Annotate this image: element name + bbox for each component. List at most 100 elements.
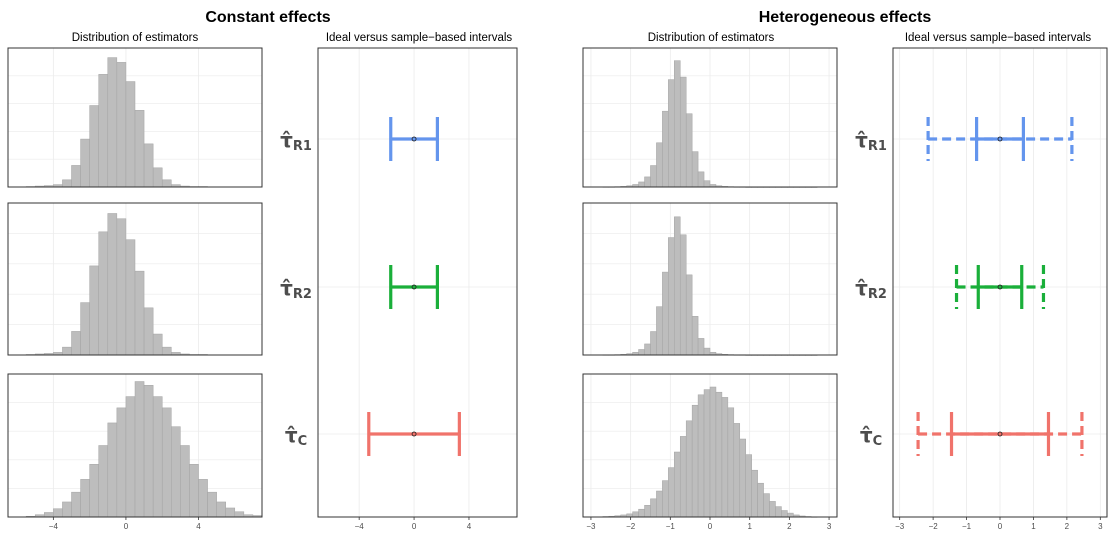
histogram-bar [674, 60, 681, 188]
center-point [411, 136, 417, 142]
estimator-label: τ̂R2 [855, 276, 887, 302]
histogram-bar [80, 302, 90, 356]
histogram-bar [691, 404, 699, 518]
histogram-bar [703, 347, 711, 356]
histogram-bar [152, 167, 163, 188]
histogram-bar [662, 480, 669, 518]
histogram-panel-border [582, 47, 838, 188]
hist-subtitle-constant: Distribution of estimators [72, 32, 199, 44]
interval-panel-border [317, 47, 518, 518]
histogram-bar [668, 467, 675, 518]
histogram-bar [769, 501, 776, 518]
histogram-bar [656, 306, 663, 356]
histogram-panel-border [7, 202, 263, 356]
histogram-bar [71, 165, 81, 188]
x-tick-label: 1 [1031, 522, 1036, 531]
x-tick-label: 3 [1098, 522, 1103, 531]
histogram-bar [152, 396, 163, 518]
histogram-bar [751, 469, 758, 518]
estimator-label: τ̂R1 [280, 128, 312, 154]
histogram-bar [161, 346, 172, 356]
histogram-bar [709, 386, 717, 518]
x-tick-label: −3 [586, 522, 596, 531]
histogram-bar [116, 218, 127, 356]
histogram-bar [679, 76, 687, 188]
histogram-bar [189, 464, 199, 518]
histogram-bar [53, 508, 63, 518]
histogram-bar [143, 307, 154, 356]
histogram-panel-border [7, 47, 263, 188]
interval-subtitle-constant: Ideal versus sample−based intervals [326, 32, 513, 44]
histogram-bar [234, 511, 245, 518]
x-tick-label: −4 [49, 522, 59, 531]
x-tick-label: 0 [124, 522, 129, 531]
histogram-bar [98, 74, 109, 188]
histogram-bar [650, 165, 657, 188]
panel-title-heterogeneous: Heterogeneous effects [759, 9, 932, 26]
histogram-bar [80, 479, 90, 518]
histogram-bar [216, 501, 226, 518]
histogram-bar [662, 110, 669, 188]
histogram-panel-border [7, 373, 263, 518]
histogram-bar [679, 436, 687, 518]
histogram-bar [644, 505, 651, 518]
x-tick-label: −1 [962, 522, 972, 531]
histogram-bar [721, 397, 729, 518]
histogram-bar [763, 493, 770, 518]
histogram-bar [161, 179, 172, 188]
histogram-bar [775, 506, 782, 518]
histogram-bar [107, 213, 118, 356]
center-point [411, 284, 417, 290]
histogram-bar [89, 265, 99, 356]
center-point [997, 136, 1003, 142]
histogram-bar [656, 142, 663, 188]
x-tick-label: 0 [708, 522, 713, 531]
estimator-label: τ̂C [285, 423, 307, 449]
histogram-bar [697, 338, 705, 356]
interval-panel-bg [318, 48, 517, 517]
histogram-bar [62, 179, 72, 188]
histogram-bar [134, 270, 145, 356]
x-tick-label: 2 [787, 522, 792, 531]
histogram-bar [80, 138, 90, 188]
histogram-bar [668, 237, 675, 356]
histogram-bar [62, 346, 72, 356]
histogram-bar [116, 407, 127, 518]
panel-title-constant: Constant effects [205, 9, 330, 26]
histogram-bar [650, 498, 657, 518]
histogram-bar [703, 389, 711, 518]
histogram-bar [125, 81, 136, 188]
histogram-bar [71, 331, 81, 356]
histogram-bar [161, 407, 172, 518]
histogram-bar [727, 407, 735, 518]
histogram-bar [638, 181, 645, 188]
estimator-label: τ̂R1 [855, 128, 887, 154]
histogram-bar [733, 423, 741, 518]
histogram-bar [98, 231, 109, 356]
center-point [997, 284, 1003, 290]
histogram-bar [638, 349, 645, 356]
x-tick-label: −3 [895, 522, 905, 531]
center-point [411, 431, 417, 437]
histogram-bar [644, 343, 651, 356]
histogram-bar [143, 143, 154, 188]
histogram-bar [143, 385, 154, 518]
x-tick-label: −2 [626, 522, 636, 531]
x-tick-label: 3 [827, 522, 832, 531]
histogram-bar [125, 396, 136, 518]
histogram-bar [125, 239, 136, 356]
histogram-bar [98, 445, 109, 518]
histogram-bar [715, 391, 723, 518]
histogram-bar [662, 271, 669, 356]
histogram-bar [691, 151, 699, 188]
histogram-bar [739, 438, 746, 518]
histogram-bar [781, 510, 788, 518]
estimator-label: τ̂C [860, 423, 882, 449]
histogram-bar [685, 274, 693, 356]
estimator-label: τ̂R2 [280, 276, 312, 302]
histogram-bar [207, 491, 217, 518]
histogram-bar [668, 79, 675, 188]
x-tick-label: −2 [929, 522, 939, 531]
histogram-bar [656, 490, 663, 518]
x-tick-label: 4 [196, 522, 201, 531]
